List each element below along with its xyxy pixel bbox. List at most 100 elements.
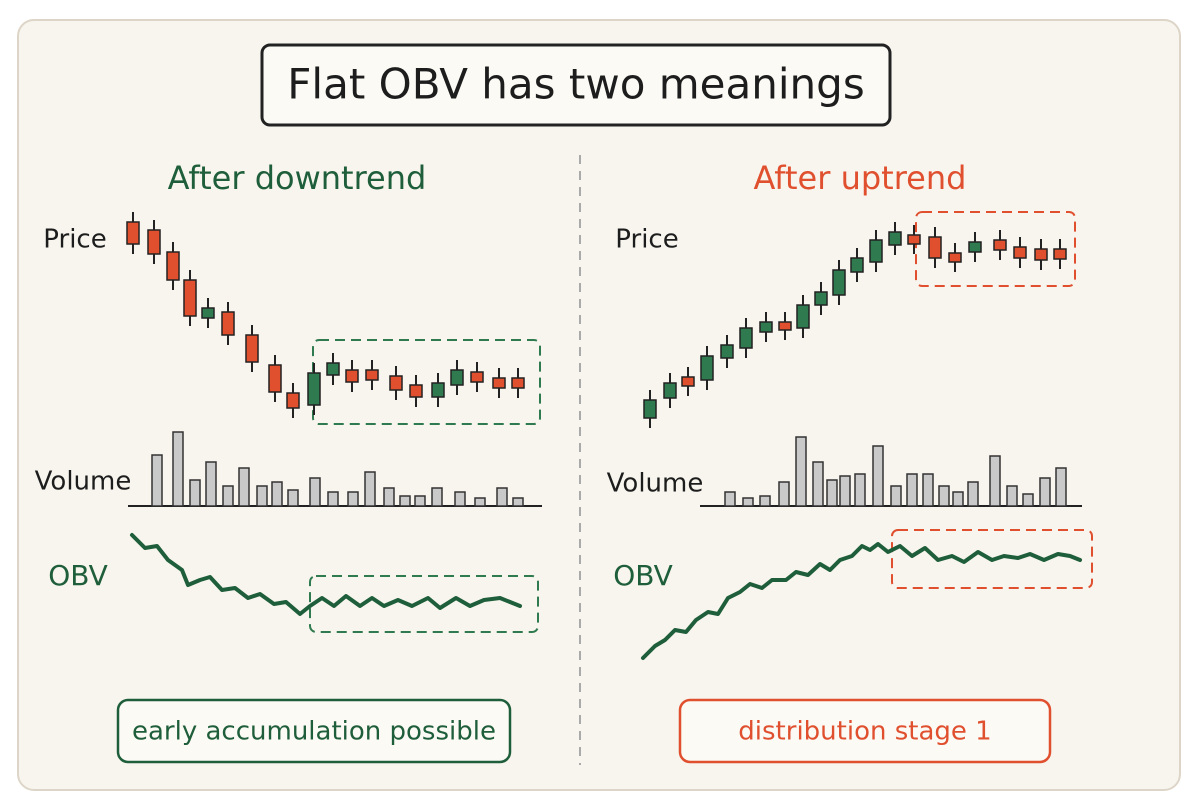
candle-body <box>147 229 161 255</box>
volume-bar <box>287 489 299 507</box>
candle-body <box>307 372 321 406</box>
candle-body <box>850 257 864 273</box>
candle-body <box>869 239 883 263</box>
candle-body <box>326 362 340 376</box>
candle-body <box>268 364 282 393</box>
candle-body <box>389 375 403 391</box>
volume-bar <box>205 461 217 507</box>
volume-bar <box>778 481 790 507</box>
volume-bar <box>742 497 754 507</box>
price-label: Price <box>43 225 106 255</box>
volume-bar <box>431 487 443 507</box>
volume-bar <box>309 477 321 507</box>
volume-bar <box>938 485 950 507</box>
candle-body <box>663 382 677 399</box>
volume-bar <box>512 497 524 507</box>
candle-body <box>948 252 962 263</box>
volume-bar <box>347 491 359 507</box>
flat-zone <box>309 575 539 633</box>
volume-bar <box>256 485 268 507</box>
candle-body <box>832 269 846 296</box>
volume-bar <box>238 467 250 507</box>
candle-body <box>365 369 379 381</box>
flat-zone <box>915 211 1076 287</box>
candle-body <box>993 239 1007 251</box>
volume-bar <box>952 491 964 507</box>
volume-label: Volume <box>35 467 132 497</box>
candle-body <box>700 355 714 381</box>
volume-bar <box>759 495 771 507</box>
candle-body <box>907 234 921 245</box>
candle-body <box>643 399 657 419</box>
candle-body <box>739 327 753 349</box>
volume-bar <box>399 495 411 507</box>
candle-body <box>888 231 902 246</box>
volume-bar <box>327 491 339 507</box>
volume-bar <box>989 455 1001 507</box>
candle-body <box>681 376 695 387</box>
candle-body <box>201 307 215 319</box>
volume-bar <box>922 473 934 507</box>
volume-bar <box>890 485 902 507</box>
candle-body <box>1013 246 1027 259</box>
volume-bar <box>839 475 851 507</box>
volume-bar <box>826 479 838 507</box>
volume-bar <box>271 481 283 507</box>
candle-body <box>759 321 773 333</box>
candle-body <box>511 377 525 389</box>
card <box>17 19 1181 791</box>
price-label: Price <box>615 225 678 255</box>
volume-bar <box>1022 493 1034 507</box>
candle-body <box>183 279 197 317</box>
candle-body <box>968 241 982 253</box>
candle-body <box>1034 248 1048 261</box>
candle-body <box>814 291 828 306</box>
volume-bar <box>474 497 486 507</box>
volume-bar <box>967 481 979 507</box>
candle-body <box>470 371 484 383</box>
volume-bar <box>1039 477 1051 507</box>
flat-zone <box>891 529 1093 589</box>
volume-bar <box>854 473 866 507</box>
candle-body <box>166 251 180 281</box>
panel-heading: After uptrend <box>754 159 967 197</box>
volume-bar <box>812 461 824 507</box>
volume-bar <box>872 445 884 507</box>
candle-body <box>492 377 506 389</box>
note-box <box>678 698 1052 764</box>
volume-bar <box>496 487 508 507</box>
volume-bar <box>1006 485 1018 507</box>
candle-body <box>928 236 942 259</box>
candle-body <box>1053 248 1067 260</box>
candle-body <box>778 321 792 331</box>
candle-body <box>409 384 423 398</box>
volume-bar <box>906 473 918 507</box>
candle-body <box>286 392 300 409</box>
title-box <box>260 43 892 127</box>
volume-bar <box>795 436 807 507</box>
panel-heading: After downtrend <box>168 159 427 197</box>
note: early accumulation possible <box>132 717 496 747</box>
volume-bar <box>454 491 466 507</box>
obv-label: OBV <box>48 559 108 592</box>
obv-label: OBV <box>613 559 673 592</box>
candle-body <box>221 311 235 336</box>
volume-bar <box>414 495 426 507</box>
candle-body <box>345 369 359 383</box>
volume-bar <box>383 487 395 507</box>
obv-line <box>130 533 522 616</box>
volume-bar <box>1055 467 1067 507</box>
volume-bar <box>724 491 736 507</box>
candle-body <box>796 304 810 329</box>
title: Flat OBV has two meanings <box>287 60 864 109</box>
volume-bar <box>172 431 184 507</box>
volume-label: Volume <box>607 469 704 499</box>
candle-body <box>450 369 464 386</box>
note-box <box>116 698 512 764</box>
note: distribution stage 1 <box>738 717 991 747</box>
volume-bar <box>189 479 201 507</box>
candle-body <box>720 344 734 359</box>
obv-line <box>641 542 1082 660</box>
candle-body <box>245 334 259 363</box>
